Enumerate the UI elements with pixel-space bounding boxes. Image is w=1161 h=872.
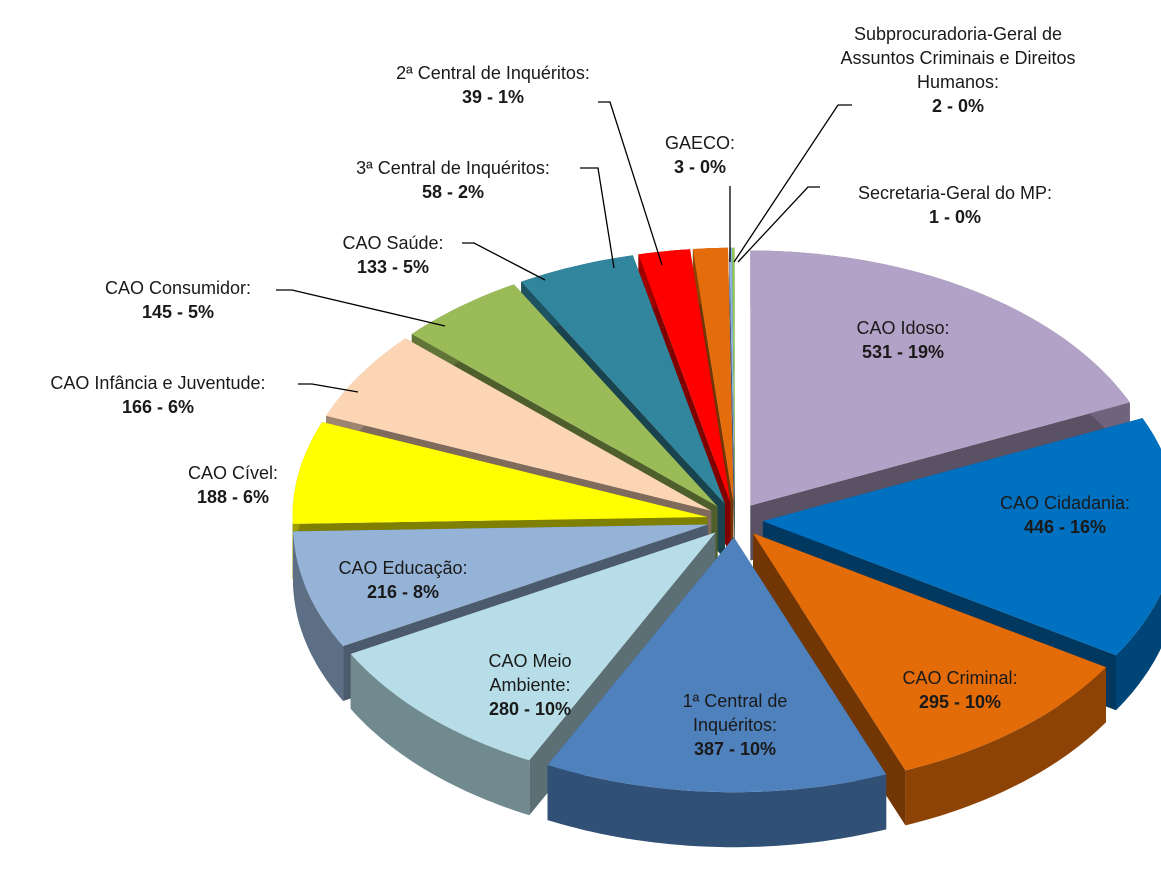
value-label: 166 - 6% (121, 397, 195, 417)
value-label: 145 - 5% (141, 302, 215, 322)
slice-side (1116, 418, 1161, 711)
slice-side (293, 531, 344, 701)
leader-line (598, 101, 663, 266)
category-label: CAO Criminal: (902, 668, 1018, 688)
slice-side (729, 247, 735, 558)
slice (326, 338, 712, 511)
value-label: 216 - 8% (366, 582, 440, 602)
value-label: 387 - 10% (693, 739, 777, 759)
slice (734, 247, 735, 503)
slice (293, 524, 708, 646)
slice (753, 533, 1106, 771)
value-label: 446 - 16% (1023, 517, 1107, 537)
slice (692, 247, 734, 503)
data-label: Subprocuradoria-Geral de Assuntos Crimin… (818, 22, 1098, 118)
data-label: CAO Educação: 216 - 8% (318, 556, 488, 604)
data-label: CAO Meio Ambiente: 280 - 10% (475, 649, 585, 721)
slice-group (729, 247, 735, 558)
category-label: CAO Cidadania: (999, 493, 1131, 513)
data-label: CAO Cível: 188 - 6% (158, 461, 308, 509)
data-label: Secretaria-Geral do MP: 1 - 0% (805, 181, 1105, 229)
data-label: 1ª Central de Inquéritos: 387 - 10% (660, 689, 810, 761)
slice (638, 249, 731, 503)
leader-line (733, 104, 852, 263)
category-label: CAO Saúde: (342, 233, 444, 253)
category-label: 1ª Central de Inquéritos: (682, 691, 788, 735)
data-label: CAO Criminal: 295 - 10% (875, 666, 1045, 714)
data-label: CAO Idoso: 531 - 19% (823, 316, 983, 364)
value-label: 39 - 1% (461, 87, 525, 107)
category-label: CAO Consumidor: (104, 278, 252, 298)
leader-line (276, 289, 446, 327)
leader-line (580, 167, 615, 269)
category-label: 3ª Central de Inquéritos: (356, 158, 550, 178)
leader-line (737, 186, 820, 263)
data-label: CAO Saúde: 133 - 5% (308, 231, 478, 279)
category-label: CAO Meio Ambiente: (488, 651, 572, 695)
slices (292, 247, 1161, 848)
leader-line (462, 242, 546, 281)
value-label: 280 - 10% (488, 699, 572, 719)
category-label: Subprocuradoria-Geral de Assuntos Crimin… (840, 24, 1076, 92)
category-label: 2ª Central de Inquéritos: (396, 63, 590, 83)
slice (521, 255, 725, 504)
slice (762, 418, 1161, 656)
slice (411, 284, 718, 507)
data-label: 2ª Central de Inquéritos: 39 - 1% (363, 61, 623, 109)
value-label: 188 - 6% (196, 487, 270, 507)
category-label: CAO Infância e Juventude: (50, 373, 266, 393)
slice (729, 247, 735, 503)
data-label: GAECO: 3 - 0% (650, 131, 750, 179)
category-label: CAO Educação: (338, 558, 468, 578)
value-label: 531 - 19% (861, 342, 945, 362)
slice-group (547, 537, 887, 848)
value-label: 3 - 0% (673, 157, 727, 177)
value-label: 133 - 5% (356, 257, 430, 277)
slice-side (350, 653, 530, 816)
value-label: 1 - 0% (928, 207, 982, 227)
slice-side (547, 765, 887, 848)
leader-lines (276, 101, 852, 393)
slice-side (905, 667, 1106, 826)
slice (292, 422, 708, 524)
value-label: 295 - 10% (918, 692, 1002, 712)
data-label: 3ª Central de Inquéritos: 58 - 2% (323, 156, 583, 204)
slice (750, 250, 1130, 506)
data-label: CAO Cidadania: 446 - 16% (980, 491, 1150, 539)
data-label: CAO Consumidor: 145 - 5% (68, 276, 288, 324)
slice (732, 247, 735, 503)
value-label: 58 - 2% (421, 182, 485, 202)
slice (547, 537, 887, 793)
category-label: CAO Idoso: (856, 318, 950, 338)
slice (350, 532, 716, 761)
value-label: 2 - 0% (931, 96, 985, 116)
category-label: CAO Cível: (187, 463, 279, 483)
category-label: GAECO: (664, 133, 735, 153)
data-label: CAO Infância e Juventude: 166 - 6% (8, 371, 308, 419)
leader-line (298, 383, 359, 393)
category-label: Secretaria-Geral do MP: (857, 183, 1053, 203)
